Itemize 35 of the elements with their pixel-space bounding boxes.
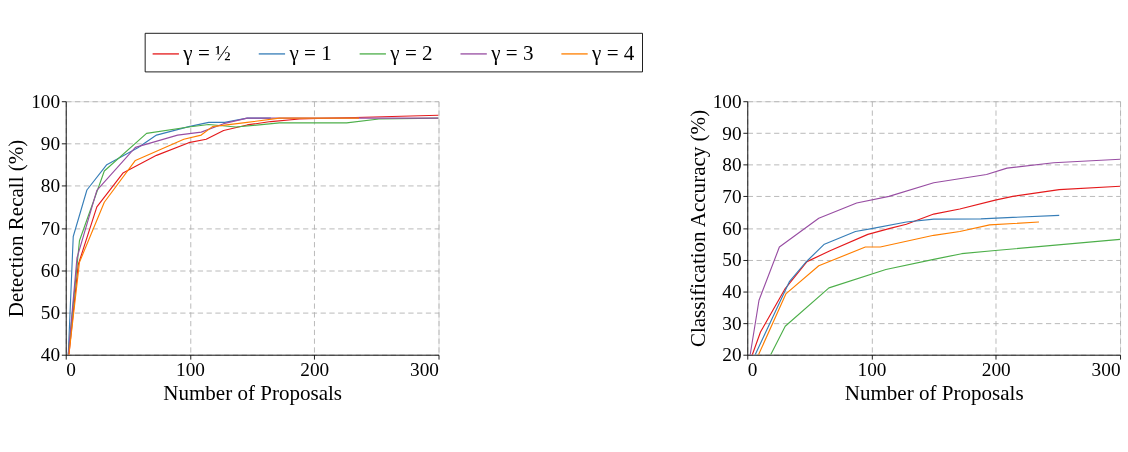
x-tick-label: 100 (176, 359, 205, 381)
y-axis-title: Classification Accuracy (%) (685, 109, 710, 348)
legend-label: γ = 3 (490, 41, 534, 66)
y-tick-label: 100 (31, 90, 61, 112)
y-tick-label: 40 (722, 280, 742, 302)
y-tick-label: 80 (40, 175, 61, 197)
legend-label: γ = 4 (591, 41, 635, 66)
legend-label: γ = 1 (288, 41, 332, 66)
x-tick-label: 300 (1091, 359, 1121, 381)
y-tick-label: 70 (40, 217, 61, 239)
y-tick-label: 50 (722, 249, 742, 271)
x-tick-label: 0 (747, 359, 758, 381)
y-tick-label: 20 (722, 344, 742, 366)
y-tick-label: 90 (722, 122, 742, 144)
x-axis-title: Number of Proposals (844, 380, 1024, 405)
y-tick-label: 60 (722, 217, 742, 239)
x-tick-label: 100 (857, 359, 887, 381)
x-tick-label: 200 (981, 359, 1011, 381)
line-series (770, 238, 1121, 355)
y-tick-label: 60 (40, 259, 61, 281)
y-tick-label: 90 (40, 133, 61, 155)
y-tick-label: 80 (722, 154, 742, 176)
y-tick-label: 50 (40, 302, 61, 324)
line-series (68, 117, 360, 355)
y-tick-label: 100 (712, 90, 742, 112)
y-tick-label: 40 (40, 344, 61, 366)
y-tick-label: 30 (722, 312, 742, 334)
y-tick-label: 70 (722, 185, 742, 207)
x-tick-label: 200 (300, 359, 330, 381)
x-tick-label: 300 (410, 359, 440, 381)
x-tick-label: 0 (66, 359, 76, 381)
y-axis-title: Detection Recall (%) (4, 139, 29, 318)
x-axis-title: Number of Proposals (163, 380, 343, 405)
legend-label: γ = ½ (182, 41, 231, 66)
legend-label: γ = 2 (389, 41, 433, 66)
